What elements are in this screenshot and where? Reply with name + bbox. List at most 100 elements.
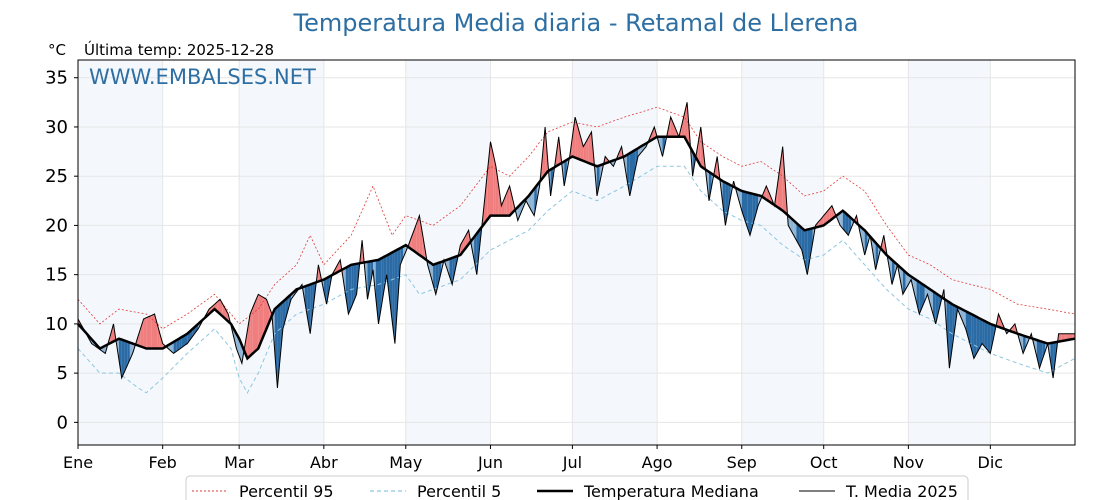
deviation-segment [170,341,174,354]
deviation-segment [597,165,600,196]
deviation-segment [722,181,726,226]
deviation-segment [416,215,420,255]
deviation-segment [971,314,974,359]
x-tick-label: Nov [893,453,924,472]
month-band [78,60,163,445]
deviation-segment [345,266,349,314]
deviation-segment [1023,335,1026,354]
month-bands [78,60,991,445]
legend-label-p5: Percentil 5 [417,482,501,500]
deviation-segment [845,213,849,236]
deviation-segment [452,256,455,285]
deviation-segment [280,301,283,359]
deviation-segment [998,314,1002,328]
deviation-segment [982,319,985,347]
deviation-segment [419,215,423,257]
deviation-segment [348,264,352,314]
watermark: WWW.EMBALSES.NET [89,65,316,89]
deviation-segment [1061,333,1065,342]
deviation-segment [580,136,584,161]
deviation-segment [1058,333,1062,342]
month-band [572,60,658,445]
deviation-segment [1042,341,1045,360]
y-tick-label: 10 [45,314,68,335]
unit-label: °C [48,41,66,59]
deviation-segment [310,283,313,334]
chart-title: Temperatura Media diaria - Retamal de Ll… [293,9,859,37]
deviation-segment [378,258,382,324]
y-tick-label: 25 [45,166,68,187]
deviation-segment [490,141,494,216]
deviation-segment [506,186,510,216]
deviation-segment [588,131,592,165]
deviation-segment [250,307,253,356]
deviation-segment [946,300,950,369]
deviation-segment [304,285,308,318]
x-tick-label: Jun [477,453,503,472]
deviation-segment [916,280,920,314]
deviation-segment [531,188,535,216]
deviation-segment [801,227,805,263]
deviation-segment [572,117,576,158]
deviation-segment [487,141,491,220]
deviation-segment [659,136,663,157]
deviation-segment [725,182,729,226]
deviation-segment [681,113,685,137]
deviation-segment [842,210,846,232]
deviation-segment [337,259,341,273]
deviation-segment [353,263,357,301]
deviation-segment [848,215,851,236]
deviation-segment [184,333,188,346]
deviation-segment [632,149,636,183]
deviation-segment [151,314,155,349]
deviation-segment [110,323,114,343]
deviation-segment [1012,323,1015,333]
deviation-segment [493,154,496,216]
deviation-segment [446,258,450,277]
deviation-segment [965,311,969,339]
deviation-segment [435,262,439,295]
plot-frame [77,59,1076,446]
deviation-segment [146,316,149,349]
deviation-segment [930,289,933,314]
y-tick-label: 30 [45,117,68,138]
deviation-segment [875,242,879,270]
legend-label-t2025: T. Media 2025 [845,482,958,500]
deviation-segment [818,218,821,227]
deviation-segment [900,267,903,295]
deviation-segment [247,314,251,359]
deviation-segment [564,159,567,186]
series-lines [77,102,1076,394]
deviation-segment [826,209,830,224]
deviation-segment [987,322,991,354]
last-temp-label: Última temp: 2025-12-28 [84,40,274,59]
x-tick-label: Abr [310,453,338,472]
deviation-segment [902,269,906,295]
deviation-segment [261,296,264,342]
deviation-segment [583,141,587,162]
deviation-segment [739,189,742,211]
deviation-segment [831,205,835,220]
deviation-segment [976,316,980,354]
x-tick-label: Feb [149,453,177,472]
series-percentil-95 [77,106,1076,330]
deviation-segment [386,254,390,298]
deviation-segment [861,227,865,255]
deviation-segment [960,308,963,323]
series-temperatura-mediana [77,135,1076,361]
deviation-segment [763,186,767,200]
deviation-segment [799,225,802,250]
deviation-segment [438,261,442,283]
deviation-segment [777,166,780,209]
deviation-segment [973,315,977,359]
deviation-segment [651,127,655,141]
deviation-segment [179,337,182,350]
x-tick-label: Sep [727,453,757,472]
deviation-segment [509,186,513,216]
deviation-segment [149,315,152,349]
deviation-segment [709,171,712,201]
x-tick-label: Dic [978,453,1004,472]
deviation-segment [1020,334,1024,354]
deviation-segment [255,294,259,351]
x-tick-label: Jul [562,453,582,472]
